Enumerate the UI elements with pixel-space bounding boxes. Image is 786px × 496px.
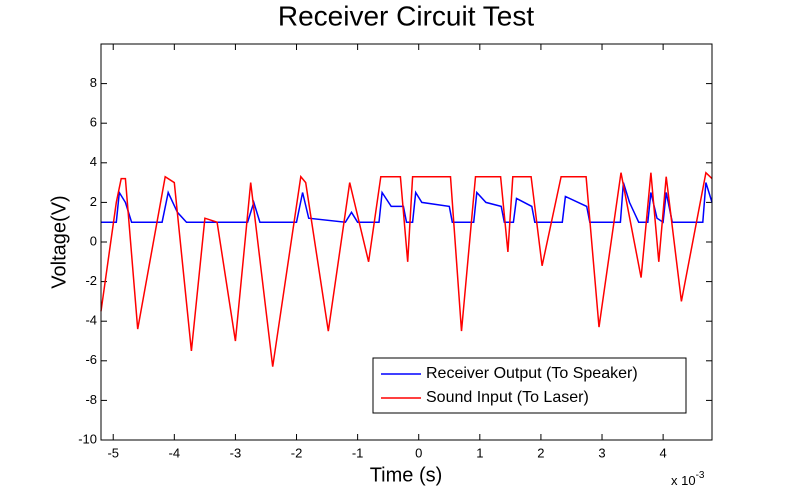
y-axis-label: Voltage(V)	[48, 195, 70, 288]
x-tick-label: 4	[660, 445, 667, 460]
series-line	[101, 182, 713, 224]
legend-label: Sound Input (To Laser)	[426, 389, 589, 406]
y-tick-label: -6	[85, 352, 97, 367]
x-tick-label: -5	[107, 445, 119, 460]
y-tick-label: 0	[90, 233, 97, 248]
y-tick-label: -2	[85, 273, 97, 288]
x-tick-label: -3	[230, 445, 242, 460]
x-tick-label: -2	[291, 445, 303, 460]
axes-box	[100, 43, 713, 441]
y-tick-label: -8	[85, 392, 97, 407]
x-axis-label: Time (s)	[370, 464, 443, 486]
legend-box	[372, 357, 687, 414]
x-tick-label: -4	[169, 445, 181, 460]
x-multiplier-exponent: -3	[696, 470, 705, 481]
x-tick-label: 3	[598, 445, 605, 460]
x-tick-label: 0	[415, 445, 422, 460]
legend-label: Receiver Output (To Speaker)	[426, 365, 638, 382]
series-line	[100, 171, 713, 367]
y-tick-label: 6	[90, 115, 97, 130]
x-multiplier: x 10-3	[671, 470, 705, 489]
y-tick-label: 8	[90, 75, 97, 90]
y-tick-label: 2	[90, 194, 97, 209]
y-tick-label: -4	[85, 313, 97, 328]
chart-title: Receiver Circuit Test	[278, 0, 534, 31]
y-tick-label: 4	[90, 154, 97, 169]
x-tick-label: 2	[537, 445, 544, 460]
x-tick-label: 1	[476, 445, 483, 460]
x-multiplier-base: x 10	[671, 473, 696, 488]
y-tick-label: -10	[78, 431, 97, 446]
x-tick-label: -1	[352, 445, 364, 460]
